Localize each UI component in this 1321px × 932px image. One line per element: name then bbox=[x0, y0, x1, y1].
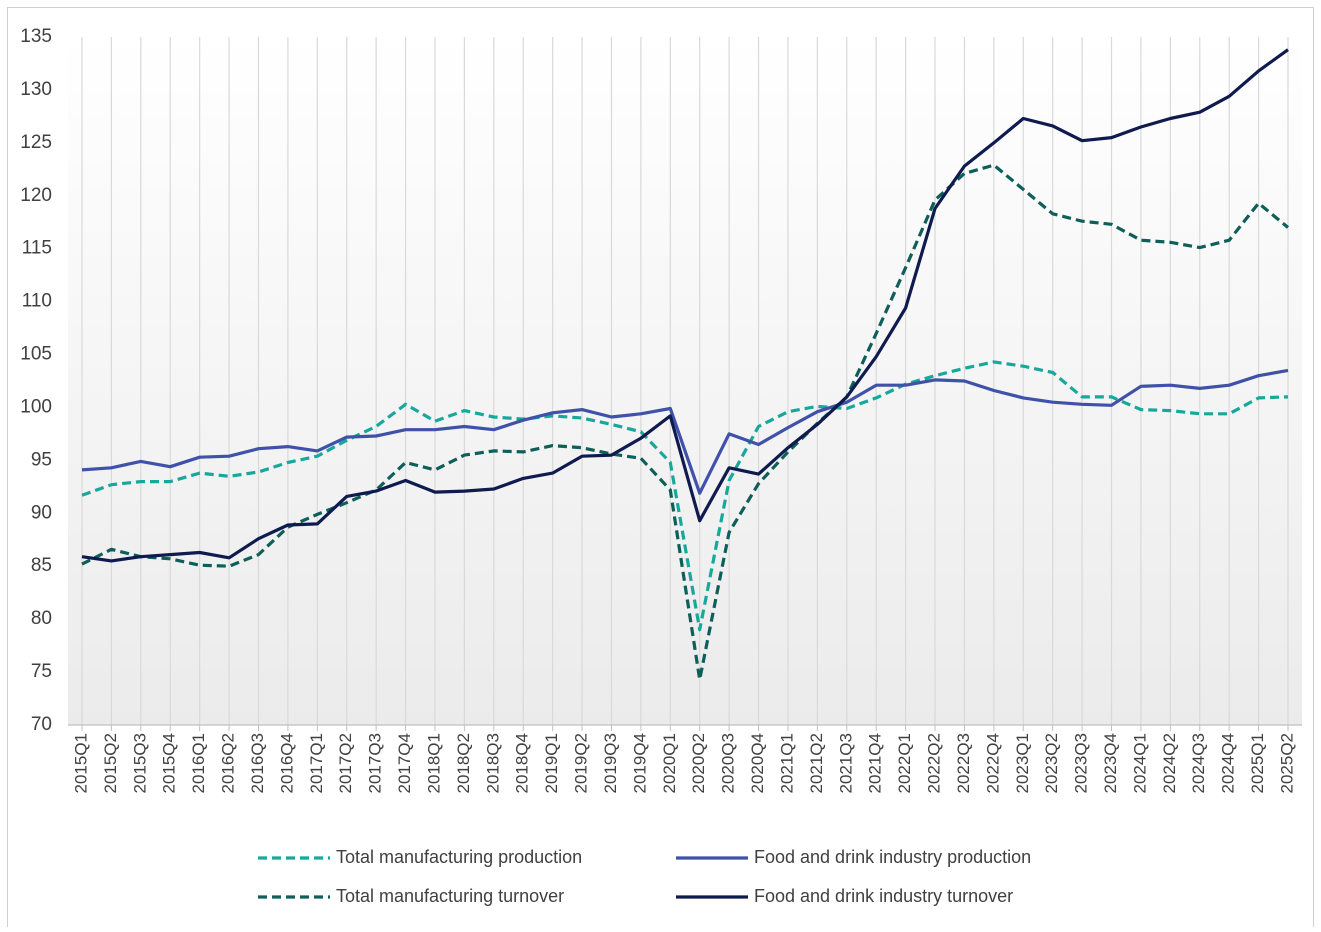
x-tick-label: 2020Q3 bbox=[719, 733, 738, 794]
series-line bbox=[81, 360, 1289, 632]
series-line bbox=[81, 48, 1289, 563]
y-tick-label: 135 bbox=[20, 26, 52, 47]
x-tick-label: 2016Q4 bbox=[277, 733, 296, 794]
x-tick-label: 2022Q2 bbox=[925, 733, 944, 794]
x-tick-label: 2015Q2 bbox=[101, 733, 120, 794]
y-tick-label: 130 bbox=[20, 79, 52, 100]
x-tick-label: 2023Q2 bbox=[1042, 733, 1061, 794]
legend-label: Food and drink industry production bbox=[754, 847, 1031, 867]
x-tick-label: 2021Q2 bbox=[807, 733, 826, 794]
x-tick-label: 2024Q3 bbox=[1189, 733, 1208, 794]
series-line bbox=[81, 368, 1289, 495]
x-tick-label: 2018Q3 bbox=[483, 733, 502, 794]
y-tick-label: 125 bbox=[20, 132, 52, 153]
x-tick-label: 2025Q1 bbox=[1248, 733, 1267, 794]
x-tick-label: 2019Q3 bbox=[601, 733, 620, 794]
series-line bbox=[81, 163, 1290, 682]
x-tick-label: 2019Q1 bbox=[542, 733, 561, 794]
x-tick-label: 2022Q1 bbox=[895, 733, 914, 794]
x-tick-label: 2017Q2 bbox=[336, 733, 355, 794]
x-tick-label: 2015Q4 bbox=[160, 733, 179, 794]
y-tick-label: 115 bbox=[22, 238, 52, 259]
x-tick-label: 2021Q4 bbox=[866, 733, 885, 794]
legend-label: Food and drink industry turnover bbox=[754, 886, 1013, 906]
x-tick-label: 2016Q2 bbox=[219, 733, 238, 794]
y-tick-label: 95 bbox=[31, 449, 52, 470]
x-tick-label: 2015Q3 bbox=[130, 733, 149, 794]
x-tick-label: 2025Q2 bbox=[1277, 733, 1296, 794]
x-tick-label: 2021Q3 bbox=[836, 733, 855, 794]
x-tick-label: 2023Q1 bbox=[1013, 733, 1032, 794]
x-tick-label: 2017Q3 bbox=[366, 733, 385, 794]
x-tick-label: 2020Q2 bbox=[689, 733, 708, 794]
y-tick-label: 120 bbox=[20, 185, 52, 206]
y-tick-label: 75 bbox=[31, 661, 52, 682]
x-tick-label: 2023Q4 bbox=[1101, 733, 1120, 794]
y-tick-label: 110 bbox=[22, 291, 52, 312]
plot-area bbox=[68, 37, 1302, 725]
x-tick-label: 2016Q3 bbox=[248, 733, 267, 794]
x-tick-label: 2020Q4 bbox=[748, 733, 767, 794]
y-tick-label: 85 bbox=[31, 555, 52, 576]
x-tick-label: 2024Q1 bbox=[1130, 733, 1149, 794]
y-tick-label: 90 bbox=[31, 502, 52, 523]
x-tick-label: 2017Q4 bbox=[395, 733, 414, 794]
x-tick-label: 2016Q1 bbox=[189, 733, 208, 794]
y-tick-label: 70 bbox=[31, 714, 52, 735]
x-tick-label: 2022Q4 bbox=[983, 733, 1002, 794]
x-tick-label: 2015Q1 bbox=[71, 733, 90, 794]
y-tick-label: 105 bbox=[20, 344, 52, 365]
y-tick-label: 80 bbox=[31, 608, 52, 629]
x-tick-label: 2024Q4 bbox=[1219, 733, 1238, 794]
x-tick-label: 2022Q3 bbox=[954, 733, 973, 794]
chart-border bbox=[7, 7, 1314, 932]
legend-label: Total manufacturing production bbox=[336, 847, 582, 867]
x-tick-label: 2021Q1 bbox=[777, 733, 796, 794]
x-tick-label: 2024Q2 bbox=[1160, 733, 1179, 794]
x-tick-label: 2023Q3 bbox=[1072, 733, 1091, 794]
x-tick-label: 2018Q2 bbox=[454, 733, 473, 794]
x-tick-label: 2018Q1 bbox=[424, 733, 443, 794]
y-tick-label: 100 bbox=[20, 396, 52, 417]
legend-label: Total manufacturing turnover bbox=[336, 886, 564, 906]
x-tick-label: 2018Q4 bbox=[513, 733, 532, 794]
x-tick-label: 2019Q2 bbox=[572, 733, 591, 794]
x-tick-label: 2017Q1 bbox=[307, 733, 326, 794]
x-tick-label: 2019Q4 bbox=[630, 733, 649, 794]
x-tick-label: 2020Q1 bbox=[660, 733, 679, 794]
